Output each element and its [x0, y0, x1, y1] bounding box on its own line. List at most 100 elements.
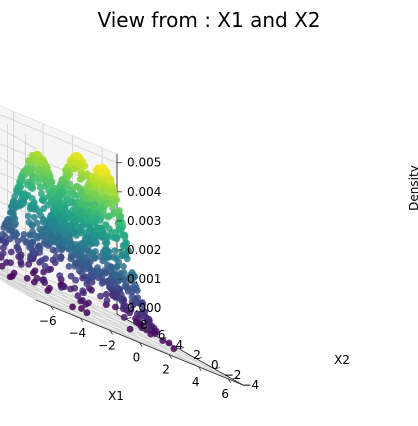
- x-tick-mark: [198, 366, 202, 372]
- data-point: [47, 179, 54, 187]
- data-point: [13, 230, 21, 238]
- data-point: [144, 318, 151, 326]
- data-point: [31, 278, 38, 286]
- y-tick-mark: [161, 337, 167, 340]
- data-point: [95, 196, 102, 204]
- y-axis-label: X2: [334, 353, 350, 367]
- data-point: [72, 222, 80, 229]
- data-point: [77, 242, 84, 250]
- scatter-points: [0, 150, 178, 352]
- data-point: [78, 305, 85, 312]
- x-tick-label: 0: [133, 351, 141, 365]
- y-tick-mark: [232, 377, 238, 380]
- data-point: [0, 224, 8, 232]
- data-point: [102, 290, 110, 298]
- grid-line-z: [0, 157, 37, 179]
- data-point: [116, 294, 123, 302]
- y-tick-mark: [178, 347, 185, 350]
- data-point: [113, 264, 121, 271]
- data-point: [30, 249, 38, 256]
- y-tick-mark: [214, 367, 220, 370]
- data-point: [6, 273, 14, 281]
- grid-line-y: [7, 283, 215, 370]
- data-point: [57, 253, 65, 260]
- data-point: [121, 242, 129, 250]
- data-point: [85, 223, 93, 231]
- data-point: [159, 337, 167, 344]
- data-point: [78, 269, 86, 277]
- data-point: [65, 263, 73, 270]
- data-point: [112, 303, 119, 311]
- x-tick-label: 2: [162, 363, 170, 377]
- data-point: [170, 345, 178, 352]
- data-point: [29, 238, 37, 246]
- data-point: [61, 283, 68, 291]
- y-tick-mark: [196, 357, 202, 360]
- data-point: [93, 226, 101, 233]
- data-point: [84, 261, 92, 269]
- x-tick-mark: [227, 378, 232, 384]
- data-point: [24, 212, 32, 220]
- grid-line-y: [0, 272, 162, 340]
- data-point: [51, 259, 59, 267]
- data-point: [6, 209, 14, 216]
- data-point: [141, 313, 149, 321]
- data-point: [60, 239, 68, 247]
- data-point: [92, 238, 100, 246]
- data-point: [41, 279, 49, 286]
- data-point: [105, 248, 113, 256]
- data-point: [64, 172, 72, 180]
- data-point: [110, 189, 117, 197]
- data-point: [0, 250, 7, 257]
- z-axis-label: Density: [407, 165, 418, 211]
- data-point: [76, 162, 84, 169]
- data-point: [7, 259, 14, 267]
- data-point: [134, 310, 141, 318]
- data-point: [81, 228, 88, 236]
- data-point: [72, 276, 79, 284]
- data-point: [100, 206, 107, 214]
- data-point: [11, 200, 19, 208]
- data-point: [88, 286, 95, 294]
- data-point: [102, 255, 110, 263]
- data-point: [126, 325, 134, 333]
- data-point: [102, 221, 110, 229]
- chart-title: View from : X1 and X2: [97, 8, 320, 32]
- data-point: [34, 232, 42, 240]
- y-tick-label: 4: [176, 338, 184, 352]
- data-point: [12, 220, 19, 227]
- y-tick-label: 2: [193, 348, 201, 362]
- grid-line-y: [25, 293, 233, 380]
- data-point: [22, 192, 30, 199]
- data-point: [115, 226, 123, 234]
- x-tick-label: −6: [39, 314, 57, 328]
- data-point: [26, 243, 33, 251]
- data-point: [80, 289, 87, 297]
- x-tick-mark: [139, 342, 143, 347]
- data-point: [90, 218, 98, 226]
- data-point: [123, 283, 130, 290]
- data-point: [103, 297, 111, 304]
- data-point: [81, 162, 89, 170]
- data-point: [114, 284, 121, 292]
- data-point: [23, 166, 31, 174]
- x-tick-label: 4: [192, 375, 200, 389]
- data-point: [80, 253, 88, 261]
- x-tick-mark: [168, 354, 173, 359]
- data-point: [23, 238, 31, 246]
- data-point: [98, 279, 106, 287]
- data-point: [78, 260, 86, 267]
- x-tick-label: −4: [69, 326, 87, 340]
- data-point: [133, 299, 140, 307]
- data-point: [65, 180, 73, 188]
- data-point: [65, 234, 73, 241]
- z-tick-label: 0.004: [127, 185, 161, 199]
- data-point: [40, 268, 47, 276]
- data-point: [110, 199, 118, 206]
- grid-line-z: [0, 273, 37, 295]
- y-tick-label: 8: [140, 318, 148, 332]
- data-point: [31, 267, 39, 275]
- data-point: [115, 258, 123, 266]
- data-point: [120, 263, 127, 270]
- x-tick-label: −2: [98, 338, 116, 352]
